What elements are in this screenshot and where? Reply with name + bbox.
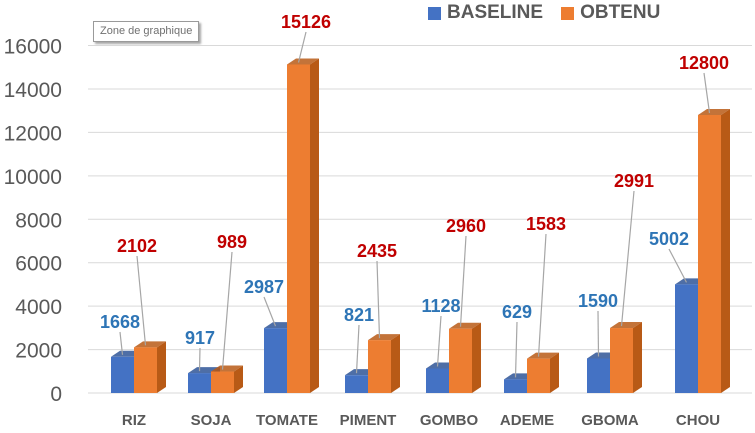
bar-top-soja-obtenu [211, 365, 243, 372]
leader-line-riz-baseline [119, 331, 124, 355]
legend-swatch-obtenu [561, 6, 575, 20]
x-tick-label-chou: CHOU [676, 412, 720, 429]
bar-riz-obtenu [134, 347, 157, 393]
bar-chou-baseline [675, 284, 698, 393]
y-tick-label-10000: 10000 [4, 166, 62, 189]
x-tick-label-tomate: TOMATE [256, 412, 318, 429]
bar-ademe-baseline [504, 379, 527, 393]
bar-soja-obtenu [211, 371, 234, 393]
leader-line-ademe-baseline [514, 321, 518, 378]
y-tick-label-2000: 2000 [15, 340, 62, 363]
bar-piment-obtenu [368, 340, 391, 393]
x-tick-label-soja: SOJA [191, 412, 232, 429]
legend-label-baseline: BASELINE [447, 2, 544, 23]
leader-line-gombo-obtenu [459, 235, 467, 327]
bar-riz-baseline [111, 356, 134, 393]
data-label-piment-baseline: 821 [344, 305, 374, 325]
bar-piment-baseline [345, 375, 368, 393]
leader-line-soja-baseline [198, 347, 201, 372]
data-label-riz-baseline: 1668 [100, 312, 140, 332]
bar-side-tomate-obtenu [310, 58, 319, 394]
bar-top-ademe-obtenu [527, 352, 559, 359]
leader-line-tomate-obtenu [297, 31, 307, 63]
leader-line-gboma-baseline [597, 310, 600, 357]
bar-soja-baseline [188, 373, 211, 393]
y-tick-label-4000: 4000 [15, 296, 62, 319]
bar-side-gboma-obtenu [633, 322, 642, 393]
leader-line-ademe-obtenu [537, 233, 547, 357]
data-label-gboma-obtenu: 2991 [614, 171, 654, 191]
data-label-gombo-obtenu: 2960 [446, 216, 486, 236]
x-tick-label-gboma: GBOMA [581, 412, 639, 429]
y-tick-label-12000: 12000 [4, 122, 62, 145]
data-label-piment-obtenu: 2435 [357, 241, 397, 261]
bar-side-chou-obtenu [721, 109, 730, 393]
data-label-ademe-baseline: 629 [502, 302, 532, 322]
data-label-soja-baseline: 917 [185, 328, 215, 348]
bar-top-riz-obtenu [134, 341, 166, 348]
leader-line-tomate-baseline [263, 296, 277, 327]
y-tick-label-0: 0 [50, 383, 62, 406]
bar-chou-obtenu [698, 115, 721, 393]
bar-top-chou-obtenu [698, 109, 730, 115]
data-label-riz-obtenu: 2102 [117, 236, 157, 256]
y-tick-label-8000: 8000 [15, 209, 62, 232]
data-label-gombo-baseline: 1128 [421, 296, 460, 316]
data-label-tomate-obtenu: 15126 [281, 12, 331, 32]
data-label-chou-baseline: 5002 [649, 229, 689, 249]
legend-label-obtenu: OBTENU [580, 2, 661, 23]
data-label-chou-obtenu: 12800 [679, 53, 729, 73]
chart-area-tooltip: Zone de graphique [93, 21, 200, 42]
leader-line-piment-baseline [355, 324, 360, 374]
legend-swatch-baseline [428, 6, 441, 20]
y-tick-label-14000: 14000 [4, 79, 62, 102]
data-label-tomate-baseline: 2987 [244, 277, 284, 297]
data-label-soja-obtenu: 989 [217, 232, 247, 252]
bar-gboma-baseline [587, 358, 610, 393]
leader-line-chou-obtenu [703, 72, 711, 114]
bar-side-piment-obtenu [391, 334, 400, 393]
x-tick-label-piment: PIMENT [340, 412, 397, 429]
bar-top-gombo-obtenu [449, 322, 481, 329]
leader-line-gboma-obtenu [620, 190, 635, 327]
bar-gboma-obtenu [610, 328, 633, 393]
data-label-ademe-obtenu: 1583 [526, 214, 566, 234]
bar-gombo-obtenu [449, 328, 472, 393]
bar-top-gboma-obtenu [610, 322, 642, 329]
x-tick-label-ademe: ADEME [500, 412, 554, 429]
legend-item-baseline: BASELINE [428, 2, 543, 24]
leader-line-gombo-baseline [436, 315, 442, 367]
x-tick-label-gombo: GOMBO [420, 412, 479, 429]
bar-tomate-obtenu [287, 64, 310, 394]
leader-line-chou-baseline [668, 248, 688, 283]
bar-side-ademe-obtenu [550, 352, 559, 393]
x-tick-label-riz: RIZ [122, 412, 146, 429]
leader-line-soja-obtenu [221, 251, 233, 370]
bar-top-tomate-obtenu [287, 58, 319, 65]
y-tick-label-16000: 16000 [4, 36, 62, 59]
leader-line-piment-obtenu [376, 260, 381, 339]
y-tick-label-6000: 6000 [15, 253, 62, 276]
bar-side-soja-obtenu [234, 365, 243, 393]
leader-line-riz-obtenu [136, 255, 147, 346]
bar-ademe-obtenu [527, 358, 550, 393]
bar-tomate-baseline [264, 328, 287, 393]
legend: BASELINE OBTENU [428, 2, 660, 24]
bar-top-piment-obtenu [368, 334, 400, 341]
legend-item-obtenu: OBTENU [561, 2, 660, 24]
bar-gombo-baseline [426, 368, 449, 393]
bar-side-gombo-obtenu [472, 322, 481, 393]
bar-side-riz-obtenu [157, 341, 166, 393]
data-label-gboma-baseline: 1590 [578, 291, 618, 311]
